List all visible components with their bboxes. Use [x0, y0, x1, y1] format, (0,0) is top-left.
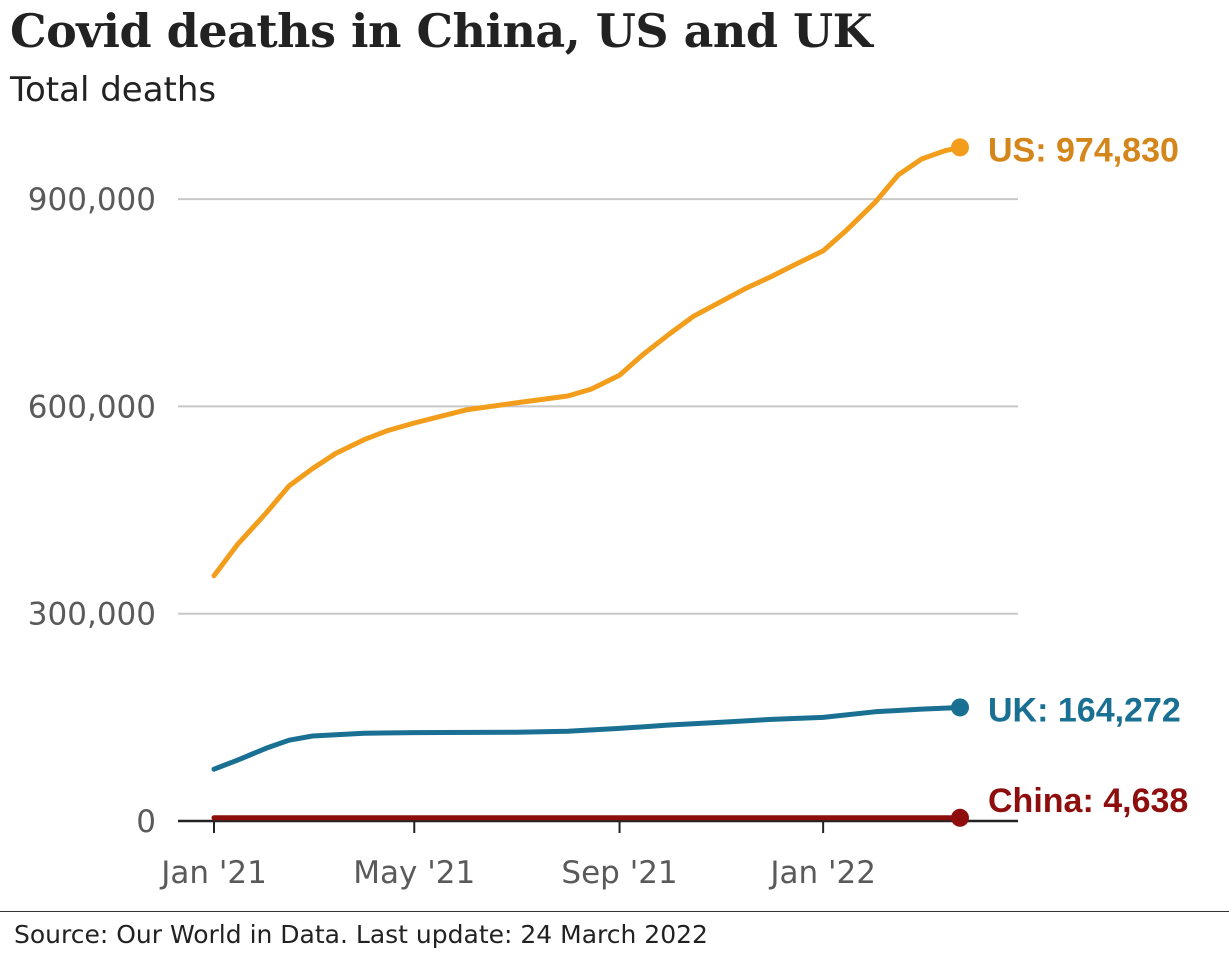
source-note: Source: Our World in Data. Last update: … — [14, 920, 708, 949]
gridlines — [178, 198, 1018, 615]
end-point-uk — [951, 698, 969, 717]
end-label-china: China: 4,638 — [988, 782, 1188, 820]
line-chart: 0 300,000 600,000 900,000 Jan '21 May '21 Sep… — [28, 131, 1189, 891]
x-axis-ticks: Jan '21 May '21 Sep '21 Jan '22 — [159, 819, 1018, 891]
x-tick-label: Jan '21 — [159, 855, 267, 891]
x-tick-label: Sep '21 — [561, 855, 677, 891]
end-point-china — [951, 808, 969, 827]
chart-title: Covid deaths in China, US and UK — [10, 4, 873, 58]
y-tick-label: 0 — [136, 804, 156, 840]
series-line-us — [211, 144, 963, 579]
y-tick-label: 900,000 — [28, 182, 156, 218]
y-tick-label: 300,000 — [28, 597, 156, 633]
series-line-uk — [211, 705, 963, 772]
y-axis-ticks: 0 300,000 600,000 900,000 — [28, 182, 156, 840]
x-tick-label: Jan '22 — [768, 855, 876, 891]
x-tick-label: May '21 — [353, 855, 475, 891]
end-label-us: US: 974,830 — [988, 131, 1179, 169]
series-lines — [211, 138, 969, 827]
end-labels: US: 974,830 UK: 164,272 China: 4,638 — [988, 131, 1188, 819]
footer-divider — [0, 911, 1229, 912]
end-point-us — [951, 138, 969, 157]
chart-subtitle: Total deaths — [10, 70, 217, 110]
end-label-uk: UK: 164,272 — [988, 691, 1181, 729]
y-tick-label: 600,000 — [28, 389, 156, 425]
